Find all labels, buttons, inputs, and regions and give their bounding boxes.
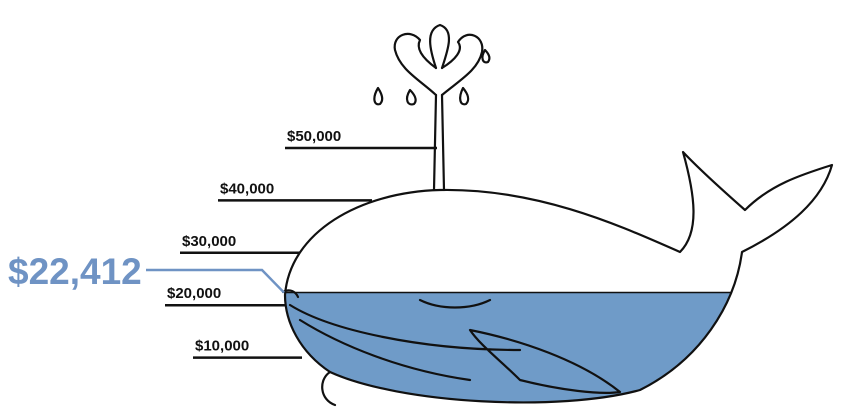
chart: $10,000 $20,000 $30,000 $40,000 $50,000 $22,4… (0, 0, 841, 411)
y-tick-label: $10,000 (195, 338, 249, 355)
y-tick-label: $30,000 (182, 233, 236, 250)
spout (374, 25, 489, 190)
value-label: $22,412 (8, 251, 142, 292)
water-layer (270, 293, 840, 411)
water-fill (270, 293, 840, 411)
y-tick-label: $40,000 (220, 180, 274, 197)
y-tick-label: $50,000 (287, 128, 341, 145)
y-tick-label: $20,000 (167, 285, 221, 302)
